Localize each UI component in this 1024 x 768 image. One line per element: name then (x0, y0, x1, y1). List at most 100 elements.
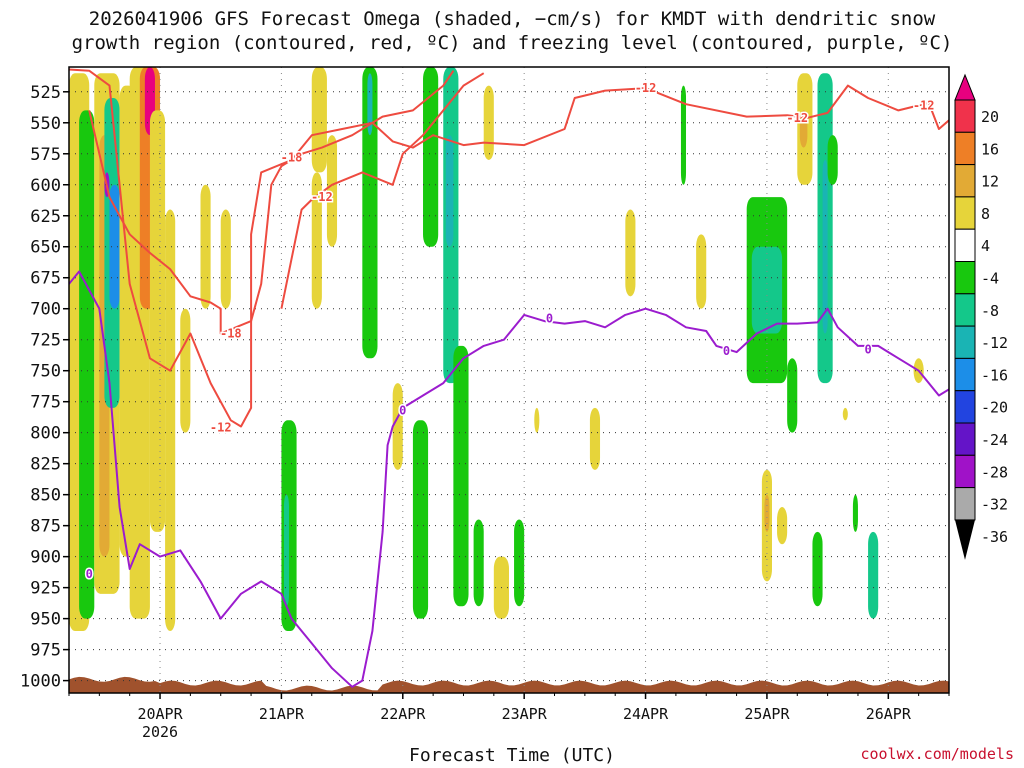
omega-cell (200, 184, 211, 309)
y-tick-label: 800 (30, 424, 61, 444)
omega-cell (453, 345, 469, 607)
y-tick-label: 575 (30, 145, 61, 165)
omega-cell (483, 85, 494, 160)
omega-cell (842, 407, 848, 421)
colorbar-label: -8 (981, 302, 999, 320)
omega-cell (514, 519, 525, 607)
colorbar-label: 20 (981, 108, 999, 126)
colorbar-label: 16 (981, 140, 999, 158)
colorbar-label: -16 (981, 366, 1008, 384)
colorbar-label: 8 (981, 205, 990, 223)
omega-cell (812, 531, 823, 607)
colorbar-band (954, 164, 976, 198)
colorbar-label: -12 (981, 334, 1008, 352)
x-tick-label: 24APR (623, 705, 669, 723)
colorbar-label: -32 (981, 496, 1008, 514)
colorbar-band (954, 261, 976, 295)
chart-title-line-1: 2026041906 GFS Forecast Omega (shaded, −… (88, 8, 936, 30)
omega-cell (423, 67, 439, 247)
contour-label: -18 (220, 327, 242, 341)
y-tick-label: 950 (30, 610, 61, 630)
x-tick-label: 23APR (502, 705, 548, 723)
omega-cell (473, 519, 484, 607)
contour-label: -12 (210, 421, 232, 435)
omega-cell (311, 67, 327, 173)
omega-cell (799, 110, 808, 148)
colorbar-band (954, 454, 976, 489)
colorbar-label: -20 (981, 399, 1008, 417)
colorbar: 20 16 12 8 4 -4 -8 -12 -16 -20 -24 -28 -32 -36 (954, 73, 1008, 560)
omega-cell (362, 67, 378, 359)
omega-cell (220, 209, 231, 309)
x-tick-label: 26APR (866, 705, 912, 723)
y-tick-label: 675 (30, 269, 61, 289)
colorbar-band (954, 422, 976, 456)
y-tick-label: 550 (30, 114, 61, 134)
y-tick-label: 700 (30, 300, 61, 320)
y-tick-label: 900 (30, 548, 61, 568)
omega-cell (367, 73, 373, 136)
colorbar-band (954, 196, 976, 230)
omega-cell (165, 209, 176, 632)
colorbar-label: -24 (981, 431, 1008, 449)
y-tick-label: 625 (30, 207, 61, 227)
contour-lines: -12 -12 -12 -12 -12 -18 -18 0 0 0 0 0 (69, 68, 949, 688)
omega-cell (852, 494, 858, 532)
contour-label: 0 (546, 312, 553, 326)
x-tick-label: 22APR (380, 705, 426, 723)
colorbar-label: -28 (981, 463, 1008, 481)
colorbar-arrow-top (954, 73, 976, 101)
contour-label: 0 (864, 343, 871, 357)
dgz-top-contour (69, 68, 949, 428)
y-tick-label: 875 (30, 517, 61, 537)
y-tick-label: 725 (30, 331, 61, 351)
omega-cell (787, 358, 798, 433)
omega-cell (625, 209, 636, 297)
omega-cell (311, 172, 322, 309)
omega-cell (283, 494, 289, 607)
colorbar-band (954, 99, 976, 133)
colorbar-band (954, 357, 976, 392)
dgz-bottom-contour (88, 70, 455, 335)
y-tick-label: 525 (30, 83, 61, 103)
y-tick-label: 1000 (20, 672, 61, 692)
omega-cell (392, 383, 403, 470)
colorbar-label: 12 (981, 173, 999, 191)
colorbar-arrow-bottom (955, 519, 975, 560)
omega-cell (764, 494, 770, 532)
omega-cell (696, 234, 707, 309)
contour-label: 0 (723, 344, 730, 358)
omega-cell (751, 246, 783, 334)
dgz-mid-contour (280, 72, 485, 309)
omega-cell (326, 135, 338, 247)
contour-label: -12 (786, 111, 808, 125)
contour-label: -12 (913, 98, 935, 112)
colorbar-band (954, 390, 976, 424)
y-tick-label: 775 (30, 393, 61, 413)
y-axis-ticks: 525 550 575 600 625 650 675 700 725 750 775 800 825 8… (20, 83, 69, 692)
plot-frame (68, 66, 950, 694)
omega-cell (868, 531, 879, 619)
colorbar-label: -36 (981, 528, 1008, 546)
omega-cell (777, 507, 788, 545)
contour-label: -18 (281, 150, 303, 164)
omega-cell (109, 184, 120, 309)
x-tick-label: 25APR (744, 705, 790, 723)
colorbar-band (954, 293, 976, 327)
credit-link[interactable]: coolwx.com/models (860, 745, 1014, 763)
omega-cell (680, 85, 687, 185)
y-tick-label: 600 (30, 176, 61, 196)
y-tick-label: 650 (30, 238, 61, 258)
freezing-level-contour (69, 270, 949, 688)
omega-cell (79, 110, 95, 619)
colorbar-label: -4 (981, 270, 999, 288)
y-tick-label: 925 (30, 579, 61, 599)
contour-label: -12 (311, 190, 333, 204)
y-tick-label: 850 (30, 486, 61, 506)
contour-label: 0 (399, 403, 406, 417)
colorbar-band (954, 131, 976, 166)
colorbar-band (954, 487, 976, 521)
x-tick-label: 21APR (259, 705, 305, 723)
omega-cell (180, 308, 191, 433)
